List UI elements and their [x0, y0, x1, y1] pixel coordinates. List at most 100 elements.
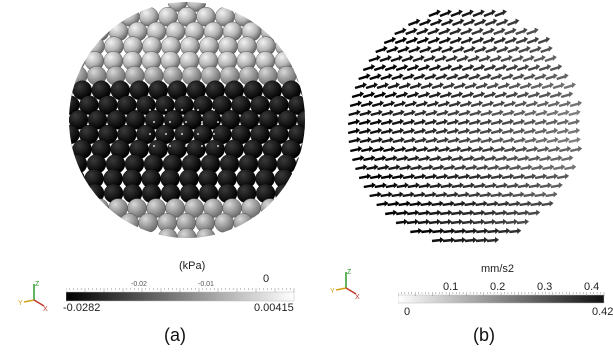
- acceleration-arrow: [380, 175, 391, 180]
- acceleration-arrow-head: [553, 73, 558, 80]
- acceleration-arrow-head: [444, 109, 449, 116]
- acceleration-arrow-head: [382, 64, 387, 71]
- acceleration-arrow: [500, 56, 511, 63]
- acceleration-arrow: [501, 193, 511, 198]
- acceleration-arrow-head: [481, 64, 486, 71]
- acceleration-arrow-head: [576, 127, 581, 134]
- acceleration-arrow-head: [459, 64, 464, 71]
- acceleration-arrow: [539, 184, 550, 189]
- acceleration-arrow-head: [536, 182, 541, 189]
- acceleration-arrow-head: [546, 36, 551, 43]
- acceleration-arrow: [390, 56, 401, 63]
- acceleration-arrow: [427, 29, 438, 36]
- acceleration-arrow: [535, 138, 546, 144]
- acceleration-arrow: [506, 20, 517, 27]
- acceleration-arrow: [479, 120, 490, 126]
- acceleration-arrow: [483, 11, 494, 18]
- acceleration-arrow-head: [418, 227, 423, 234]
- acceleration-arrow-head: [576, 136, 581, 143]
- acceleration-arrow: [350, 147, 360, 153]
- acceleration-arrow-head: [448, 209, 453, 216]
- acceleration-arrow-head: [543, 127, 548, 134]
- acceleration-arrow-head: [459, 209, 464, 216]
- acceleration-arrow-head: [451, 227, 456, 234]
- acceleration-arrow-head: [567, 100, 572, 107]
- acceleration-arrow: [449, 38, 460, 45]
- acceleration-arrow-head: [404, 209, 409, 216]
- acceleration-arrow-head: [413, 100, 418, 107]
- acceleration-arrow-head: [554, 118, 559, 125]
- acceleration-arrow: [534, 120, 545, 126]
- acceleration-arrow-head: [547, 64, 552, 71]
- acceleration-arrow: [486, 84, 497, 90]
- acceleration-arrow-head: [378, 118, 383, 125]
- acceleration-arrow-head: [450, 82, 455, 89]
- acceleration-arrow-head: [565, 118, 570, 125]
- acceleration-arrow-head: [371, 91, 376, 98]
- acceleration-arrow: [380, 120, 391, 126]
- acceleration-arrow: [517, 156, 527, 162]
- acceleration-arrow: [501, 120, 512, 126]
- acceleration-arrow-head: [502, 9, 507, 16]
- acceleration-arrow-head: [477, 109, 482, 116]
- acceleration-arrow-head: [499, 109, 504, 116]
- acceleration-arrow-head: [479, 27, 484, 34]
- acceleration-arrow-head: [576, 118, 581, 125]
- acceleration-arrow: [528, 184, 539, 189]
- acceleration-arrow: [484, 184, 495, 189]
- acceleration-arrow-head: [421, 73, 426, 80]
- colorbar-tick-label: 0.1: [443, 281, 459, 293]
- acceleration-arrow-head: [399, 191, 404, 198]
- acceleration-arrow-head: [404, 64, 409, 71]
- acceleration-arrow-head: [384, 200, 389, 207]
- acceleration-arrow: [370, 111, 381, 117]
- acceleration-arrow: [497, 202, 507, 207]
- acceleration-arrow: [380, 75, 391, 81]
- acceleration-arrow-head: [532, 118, 537, 125]
- acceleration-arrow: [457, 175, 468, 180]
- acceleration-arrow-head: [473, 164, 478, 171]
- acceleration-arrow: [428, 65, 439, 72]
- acceleration-arrow: [545, 120, 556, 126]
- acceleration-arrow: [547, 102, 558, 108]
- acceleration-arrow-head: [517, 227, 522, 234]
- acceleration-arrow: [550, 184, 561, 189]
- acceleration-arrow: [508, 84, 519, 90]
- acceleration-arrow: [568, 138, 579, 144]
- acceleration-arrow-head: [369, 100, 374, 107]
- acceleration-arrow-head: [422, 127, 427, 134]
- acceleration-arrow: [512, 193, 522, 198]
- acceleration-arrow-head: [393, 64, 398, 71]
- acceleration-arrow: [442, 84, 453, 90]
- acceleration-arrow-head: [470, 218, 475, 225]
- acceleration-arrow-head: [525, 155, 530, 162]
- acceleration-arrow: [446, 120, 457, 126]
- colorbar-tick-label: 0.3: [537, 281, 553, 293]
- acceleration-arrow-head: [415, 182, 420, 189]
- particle: [260, 198, 280, 218]
- inner-particle: [153, 145, 155, 147]
- acceleration-arrow-head: [451, 164, 456, 171]
- acceleration-arrow-head: [443, 191, 448, 198]
- acceleration-arrow: [462, 211, 472, 216]
- acceleration-arrow: [495, 156, 505, 162]
- acceleration-arrow: [347, 120, 358, 126]
- acceleration-arrow: [438, 38, 449, 45]
- acceleration-arrow: [482, 29, 493, 36]
- acceleration-arrow: [451, 211, 461, 216]
- acceleration-arrow: [569, 102, 580, 108]
- acceleration-arrow: [445, 56, 456, 63]
- acceleration-arrow: [475, 202, 485, 207]
- acceleration-arrow-head: [382, 155, 387, 162]
- acceleration-arrow: [484, 211, 494, 216]
- acceleration-arrow: [429, 211, 439, 216]
- acceleration-arrow: [546, 111, 557, 117]
- acceleration-arrow: [487, 229, 497, 234]
- acceleration-arrow-head: [520, 73, 525, 80]
- acceleration-arrow-head: [502, 36, 507, 43]
- acceleration-arrow-head: [435, 146, 440, 153]
- acceleration-arrow-head: [470, 182, 475, 189]
- acceleration-arrow-head: [437, 155, 442, 162]
- acceleration-arrow-head: [492, 218, 497, 225]
- acceleration-arrow: [442, 202, 452, 207]
